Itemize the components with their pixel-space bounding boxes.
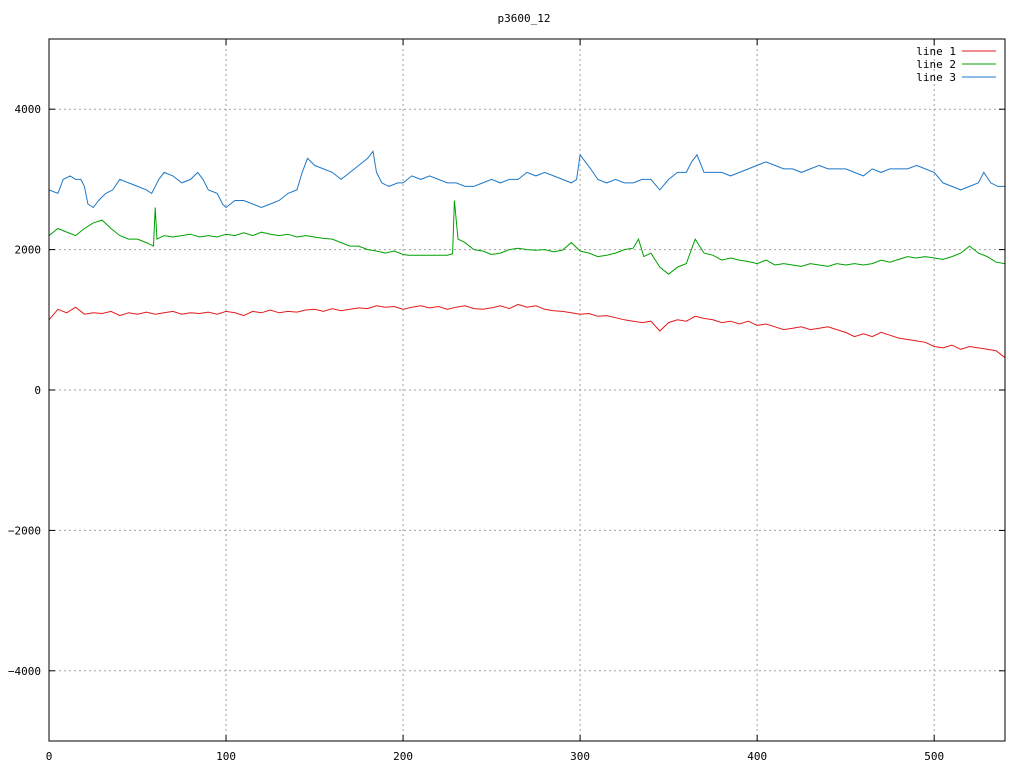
series-line-line-3 xyxy=(48,150,1005,209)
series-line-line-2 xyxy=(48,200,1006,275)
x-tick-label: 100 xyxy=(216,750,236,763)
legend-item-line-3: line 3 xyxy=(916,71,996,84)
x-tick-label: 0 xyxy=(46,750,53,763)
x-tick-label: 300 xyxy=(570,750,590,763)
series-line-3 xyxy=(48,150,1005,209)
x-tick-label: 500 xyxy=(924,750,944,763)
series-lines xyxy=(48,150,1006,359)
chart-title: p3600_12 xyxy=(498,12,551,25)
x-tick-label: 200 xyxy=(393,750,413,763)
x-tick-label: 400 xyxy=(747,750,767,763)
series-line-line-1 xyxy=(48,303,1006,359)
series-line-1 xyxy=(48,303,1006,359)
series-line-2 xyxy=(48,200,1006,275)
legend-label: line 1 xyxy=(916,45,956,58)
y-tick-label: 4000 xyxy=(15,103,42,116)
y-tick-label: −4000 xyxy=(8,665,41,678)
y-tick-label: −2000 xyxy=(8,524,41,537)
legend-item-line-2: line 2 xyxy=(916,58,996,71)
y-tick-label: 0 xyxy=(34,384,41,397)
legend-label: line 3 xyxy=(916,71,956,84)
legend-label: line 2 xyxy=(916,58,956,71)
legend-item-line-1: line 1 xyxy=(916,45,996,58)
axes: 0 100 200 300 400 500 −4000 −2000 0 2000 4000 xyxy=(8,39,1005,763)
y-tick-label: 2000 xyxy=(15,244,42,257)
plot-frame xyxy=(48,38,1006,742)
